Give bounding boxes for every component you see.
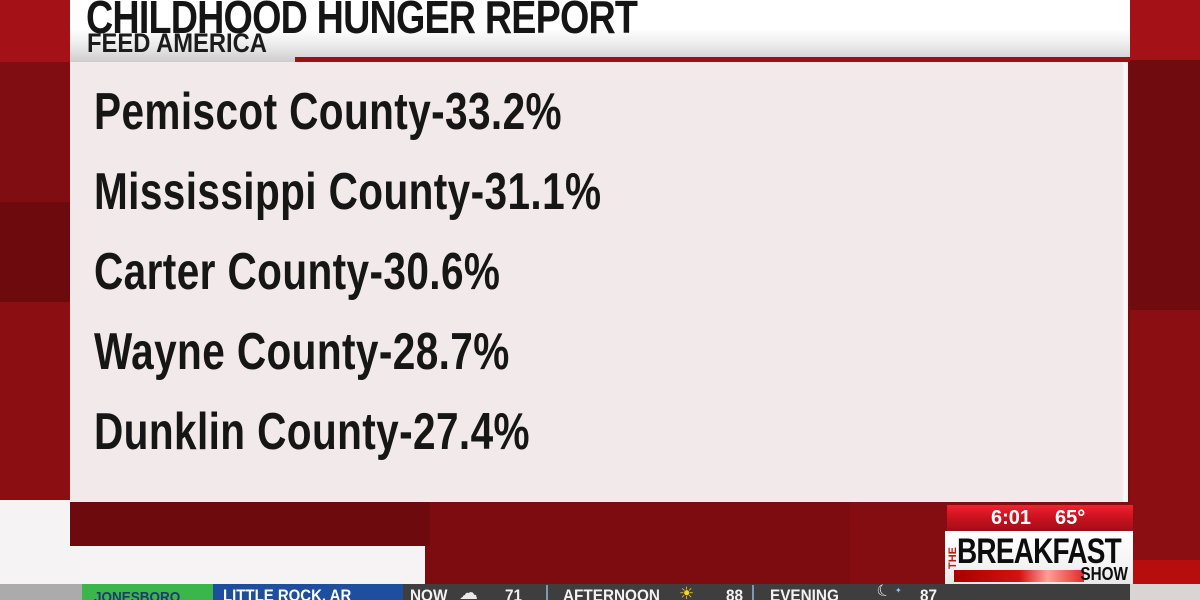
county-row: Wayne County-28.7% <box>94 323 510 381</box>
background-block <box>1130 560 1200 586</box>
logo-show-label: SHOW <box>1080 564 1128 584</box>
forecast-now-temp: 71 <box>505 586 523 600</box>
report-title: CHILDHOOD HUNGER REPORT <box>86 0 638 43</box>
header-divider <box>295 57 1130 62</box>
forecast-evening-label: EVENING <box>770 586 839 600</box>
ticker-light-segment <box>1130 584 1200 600</box>
current-temp: 65° <box>1055 507 1086 529</box>
county-row: Mississippi County-31.1% <box>94 163 602 221</box>
background-block <box>70 502 430 546</box>
headline-banner: CHILDHOOD HUNGER REPORT FEED AMERICA <box>70 0 1130 62</box>
county-row: Carter County-30.6% <box>94 243 501 301</box>
report-panel: Pemiscot County-33.2% Mississippi County… <box>70 62 1128 502</box>
ticker-forecast-segment: NOW ☁ 71 AFTERNOON ☀ 88 EVENING ☾ ✦ 87 <box>403 584 1130 600</box>
logo-breakfast-label: BREAKFAST <box>957 532 1122 571</box>
background-block <box>1130 310 1200 560</box>
county-list: Pemiscot County-33.2% Mississippi County… <box>94 72 745 472</box>
moon-icon: ☾ <box>874 584 894 600</box>
ticker-separator <box>546 585 548 600</box>
ticker-green-label: JONESBORO <box>94 589 181 600</box>
ticker-gray-segment <box>0 584 82 600</box>
background-block <box>0 302 70 500</box>
county-row: Dunklin County-27.4% <box>94 403 530 461</box>
star-icon: ✦ <box>895 586 902 595</box>
background-block <box>0 0 70 62</box>
background-block <box>0 62 70 202</box>
background-block <box>0 202 70 302</box>
forecast-now-label: NOW <box>410 586 448 600</box>
sun-icon: ☀ <box>679 584 695 600</box>
background-block <box>1130 0 1200 60</box>
cloud-icon: ☁ <box>459 584 478 600</box>
weather-ticker: JONESBORO LITTLE ROCK, AR NOW ☁ 71 AFTER… <box>0 584 1200 600</box>
background-block <box>1130 60 1200 310</box>
ticker-green-segment: JONESBORO <box>82 584 213 600</box>
logo-red-bar <box>954 570 1084 582</box>
clock-time: 6:01 <box>991 507 1032 529</box>
ticker-location-segment: LITTLE ROCK, AR <box>213 584 403 600</box>
forecast-evening-temp: 87 <box>920 586 938 600</box>
breakfast-show-logo: THE BREAKFAST SHOW <box>945 531 1133 586</box>
time-temp-bug: 6:01 65° <box>947 505 1133 532</box>
forecast-afternoon-label: AFTERNOON <box>563 586 660 600</box>
county-row: Pemiscot County-33.2% <box>94 83 562 141</box>
report-source: FEED AMERICA <box>87 28 267 58</box>
forecast-afternoon-temp: 88 <box>726 586 744 600</box>
ticker-separator <box>752 585 754 600</box>
ticker-location-label: LITTLE ROCK, AR <box>223 586 352 600</box>
